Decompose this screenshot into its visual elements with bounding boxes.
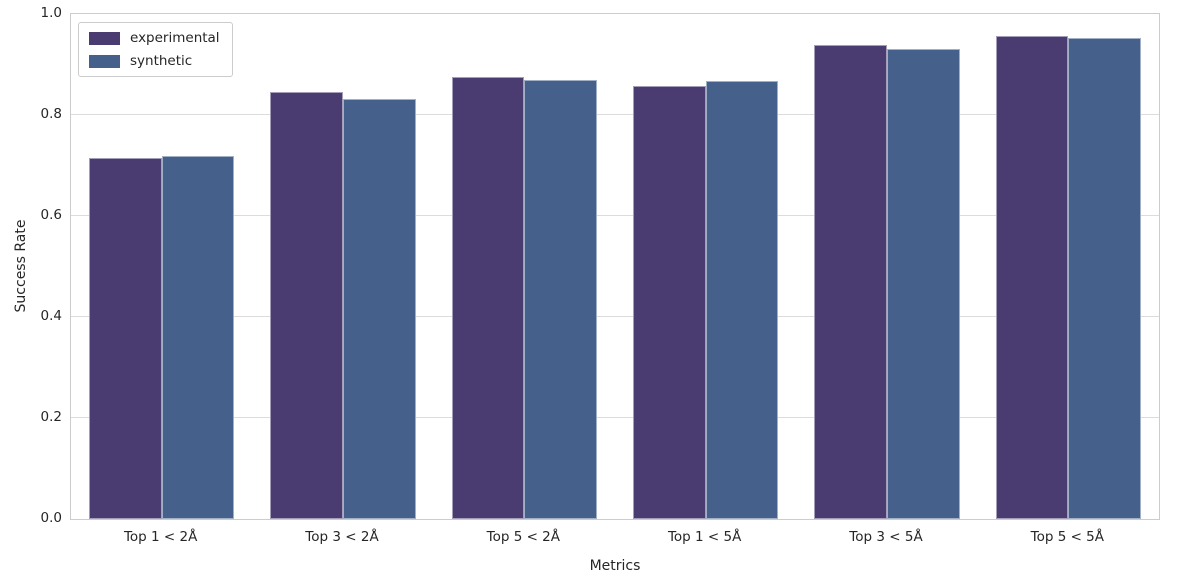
- bar-synthetic-4: [705, 80, 779, 519]
- bar-experimental-1: [89, 157, 162, 519]
- legend-label-synthetic: synthetic: [130, 53, 193, 69]
- y-tick-label-0.2: 0.2: [40, 409, 62, 425]
- bar-experimental-3: [451, 77, 525, 519]
- y-axis-label: Success Rate: [13, 219, 29, 313]
- plot-area: experimental synthetic: [70, 13, 1160, 520]
- bar-synthetic-5: [887, 48, 960, 519]
- bar-experimental-5: [814, 44, 887, 519]
- legend-swatch-experimental: [89, 31, 120, 45]
- y-tick-label-1.0: 1.0: [40, 5, 62, 21]
- bar-experimental-6: [995, 35, 1069, 519]
- bar-experimental-2: [270, 91, 343, 519]
- gridline-0.6: [71, 215, 1159, 216]
- x-tick-label-3: Top 5 < 2Å: [486, 529, 561, 545]
- bar-synthetic-3: [524, 79, 597, 519]
- gridline-0.2: [71, 417, 1159, 418]
- y-tick-label-0.6: 0.6: [40, 207, 62, 223]
- bar-synthetic-6: [1068, 37, 1141, 519]
- bar-experimental-4: [633, 85, 706, 519]
- y-tick-label-0.4: 0.4: [40, 308, 62, 324]
- x-tick-label-2: Top 3 < 2Å: [305, 529, 379, 545]
- x-tick-label-4: Top 1 < 5Å: [667, 529, 742, 545]
- legend-entry-synthetic: synthetic: [89, 53, 220, 69]
- x-tick-label-6: Top 5 < 5Å: [1030, 529, 1105, 545]
- x-tick-label-5: Top 3 < 5Å: [849, 529, 923, 545]
- bar-synthetic-1: [161, 156, 235, 519]
- bar-synthetic-2: [343, 98, 416, 519]
- legend-entry-experimental: experimental: [89, 30, 220, 46]
- y-tick-label-0.0: 0.0: [40, 510, 62, 526]
- gridline-0.4: [71, 316, 1159, 317]
- x-axis-label: Metrics: [589, 558, 641, 574]
- legend-swatch-synthetic: [89, 54, 120, 68]
- legend: experimental synthetic: [78, 22, 233, 77]
- gridline-0.8: [71, 114, 1159, 115]
- y-tick-label-0.8: 0.8: [40, 106, 62, 122]
- legend-label-experimental: experimental: [130, 30, 220, 46]
- x-tick-label-1: Top 1 < 2Å: [123, 529, 198, 545]
